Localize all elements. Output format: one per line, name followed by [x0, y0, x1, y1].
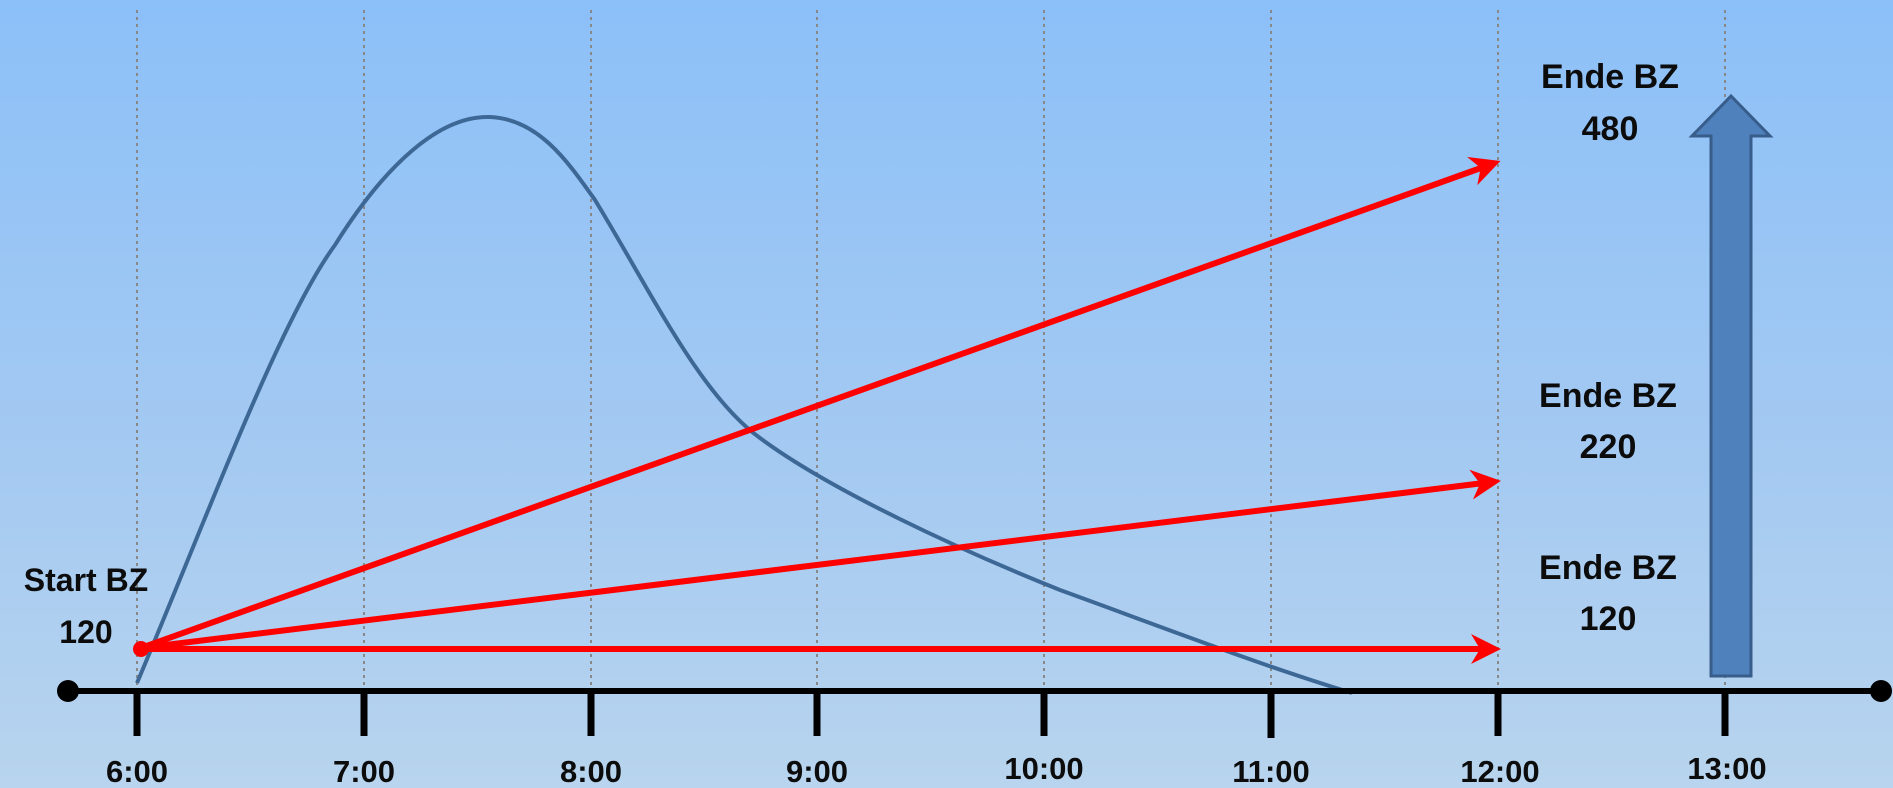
- time-label-11: 11:00: [1232, 754, 1310, 788]
- start-point: [133, 641, 149, 657]
- time-label-13: 13:00: [1687, 751, 1766, 786]
- up-arrow-icon: [1688, 93, 1774, 678]
- arrow-to-480: [139, 156, 1501, 651]
- gridlines: [136, 10, 1726, 690]
- red-arrows: [139, 156, 1501, 664]
- time-label-7: 7:00: [333, 754, 395, 788]
- time-axis: [57, 680, 1892, 738]
- time-label-12: 12:00: [1460, 754, 1539, 788]
- time-label-9: 9:00: [786, 754, 848, 788]
- time-label-6: 6:00: [106, 754, 168, 788]
- time-labels: 6:00 7:00 8:00 9:00 10:00 11:00 12:00 13…: [106, 751, 1767, 788]
- end-bz-220-title: Ende BZ: [1539, 377, 1677, 415]
- time-label-8: 8:00: [560, 754, 622, 788]
- arrow-to-220: [140, 469, 1501, 651]
- end-bz-480-value: 480: [1582, 110, 1639, 148]
- end-bz-220-value: 220: [1580, 428, 1637, 466]
- start-bz-label: Start BZ 120: [24, 562, 148, 650]
- end-bz-480-title: Ende BZ: [1541, 58, 1679, 96]
- axis-end-left: [57, 680, 79, 702]
- blood-sugar-curve: [135, 114, 1353, 695]
- end-bz-120-title: Ende BZ: [1539, 549, 1677, 587]
- end-bz-120-value: 120: [1580, 600, 1637, 638]
- axis-end-right: [1870, 680, 1892, 702]
- start-bz-title: Start BZ: [24, 562, 148, 598]
- time-label-10: 10:00: [1004, 751, 1083, 786]
- start-bz-value: 120: [59, 614, 112, 650]
- end-bz-labels: Ende BZ 480 Ende BZ 220 Ende BZ 120: [1539, 58, 1679, 638]
